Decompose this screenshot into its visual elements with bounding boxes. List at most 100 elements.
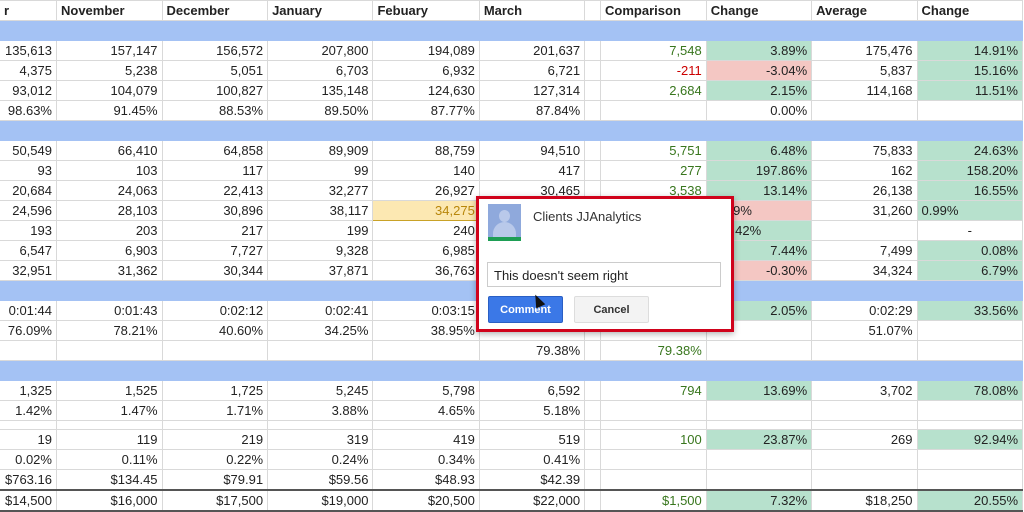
cell[interactable]: [584, 340, 602, 361]
cell[interactable]: $763.16: [0, 469, 57, 491]
column-header[interactable]: March: [478, 0, 586, 21]
cell[interactable]: 117: [161, 160, 269, 181]
cell[interactable]: $59.56: [267, 469, 374, 491]
cell[interactable]: 15.16%: [916, 60, 1024, 81]
column-header[interactable]: [584, 0, 602, 21]
cell[interactable]: 100: [600, 429, 707, 450]
cell[interactable]: 13.14%: [705, 180, 813, 201]
cell[interactable]: 88,759: [372, 140, 480, 161]
cell[interactable]: 0:01:44: [0, 300, 57, 321]
cell[interactable]: 0:02:12: [161, 300, 269, 321]
cell[interactable]: 66,410: [55, 140, 163, 161]
cell[interactable]: [55, 360, 163, 381]
cell[interactable]: 40.60%: [161, 320, 269, 341]
cell[interactable]: 5,051: [161, 60, 269, 81]
cell[interactable]: [916, 340, 1024, 361]
cell[interactable]: [584, 489, 602, 512]
cell[interactable]: 91.45%: [55, 100, 163, 121]
cell[interactable]: 1.71%: [161, 400, 269, 421]
cell[interactable]: 103: [55, 160, 163, 181]
cell[interactable]: 9,328: [267, 240, 374, 261]
cell[interactable]: 1,525: [55, 380, 163, 401]
cell[interactable]: [705, 340, 813, 361]
cell[interactable]: 5.18%: [478, 400, 586, 421]
cell[interactable]: 3.89%: [705, 40, 813, 61]
cell[interactable]: [372, 20, 480, 41]
cell[interactable]: 78.08%: [916, 380, 1024, 401]
cell[interactable]: [811, 280, 918, 301]
cell[interactable]: 140: [372, 160, 480, 181]
cell[interactable]: 2.15%: [705, 80, 813, 101]
cell[interactable]: [584, 360, 602, 381]
cell[interactable]: 7,727: [161, 240, 269, 261]
cell[interactable]: -3.04%: [705, 60, 813, 81]
cell[interactable]: 319: [267, 429, 374, 450]
cell[interactable]: [478, 20, 586, 41]
column-header[interactable]: December: [161, 0, 269, 21]
cell[interactable]: 6,547: [0, 240, 57, 261]
cell[interactable]: 135,613: [0, 40, 57, 61]
cell[interactable]: 32,951: [0, 260, 57, 281]
column-header[interactable]: Average: [811, 0, 918, 21]
comment-input[interactable]: This doesn't seem right: [487, 262, 721, 287]
cell[interactable]: 277: [600, 160, 707, 181]
cell[interactable]: 5,837: [811, 60, 918, 81]
cell[interactable]: 158.20%: [916, 160, 1024, 181]
cell[interactable]: [811, 469, 918, 491]
cell[interactable]: [161, 340, 269, 361]
cell[interactable]: 0:01:43: [55, 300, 163, 321]
cell[interactable]: 3.88%: [267, 400, 374, 421]
cell[interactable]: [811, 120, 918, 141]
cell[interactable]: 6.48%: [705, 140, 813, 161]
cell[interactable]: 20.55%: [916, 489, 1024, 512]
cell[interactable]: 419: [372, 429, 480, 450]
cell[interactable]: [584, 20, 602, 41]
cell[interactable]: [584, 60, 602, 81]
cell[interactable]: [161, 280, 269, 301]
cell[interactable]: [55, 280, 163, 301]
cell[interactable]: 1,725: [161, 380, 269, 401]
cell[interactable]: [584, 420, 602, 430]
cell[interactable]: [811, 449, 918, 470]
cell[interactable]: 38.95%: [372, 320, 480, 341]
cell[interactable]: 93: [0, 160, 57, 181]
cell[interactable]: [916, 420, 1024, 430]
cell[interactable]: 33.56%: [916, 300, 1024, 321]
column-header[interactable]: January: [267, 0, 374, 21]
cell[interactable]: -211: [600, 60, 707, 81]
cell[interactable]: 30,896: [161, 200, 269, 221]
cell[interactable]: 519: [478, 429, 586, 450]
cell[interactable]: [584, 449, 602, 470]
cell[interactable]: 6,721: [478, 60, 586, 81]
cell[interactable]: 34,324: [811, 260, 918, 281]
cell[interactable]: 99: [267, 160, 374, 181]
cell[interactable]: 28,103: [55, 200, 163, 221]
cell[interactable]: 79.38%: [600, 340, 707, 361]
cell[interactable]: $20,500: [372, 489, 480, 512]
cell[interactable]: 20,684: [0, 180, 57, 201]
cell[interactable]: 11.51%: [916, 80, 1024, 101]
cell[interactable]: 13.69%: [705, 380, 813, 401]
cell[interactable]: 87.77%: [372, 100, 480, 121]
cell[interactable]: 114,168: [811, 80, 918, 101]
cell[interactable]: 31,260: [811, 200, 918, 221]
cell[interactable]: 34.25%: [267, 320, 374, 341]
column-header[interactable]: November: [55, 0, 163, 21]
cell[interactable]: [584, 429, 602, 450]
cell[interactable]: [600, 20, 707, 41]
cell[interactable]: [55, 420, 163, 430]
cell[interactable]: [0, 120, 57, 141]
cell[interactable]: [55, 20, 163, 41]
cell[interactable]: 5,238: [55, 60, 163, 81]
cell[interactable]: $42.39: [478, 469, 586, 491]
cell[interactable]: 0:03:15: [372, 300, 480, 321]
cell[interactable]: [600, 120, 707, 141]
cell[interactable]: [0, 360, 57, 381]
cell[interactable]: 98.63%: [0, 100, 57, 121]
cell[interactable]: 3,702: [811, 380, 918, 401]
cell[interactable]: [267, 360, 374, 381]
cell[interactable]: [584, 469, 602, 491]
cell[interactable]: 79.38%: [478, 340, 586, 361]
column-header[interactable]: Comparison: [600, 0, 707, 21]
cell[interactable]: [478, 360, 586, 381]
